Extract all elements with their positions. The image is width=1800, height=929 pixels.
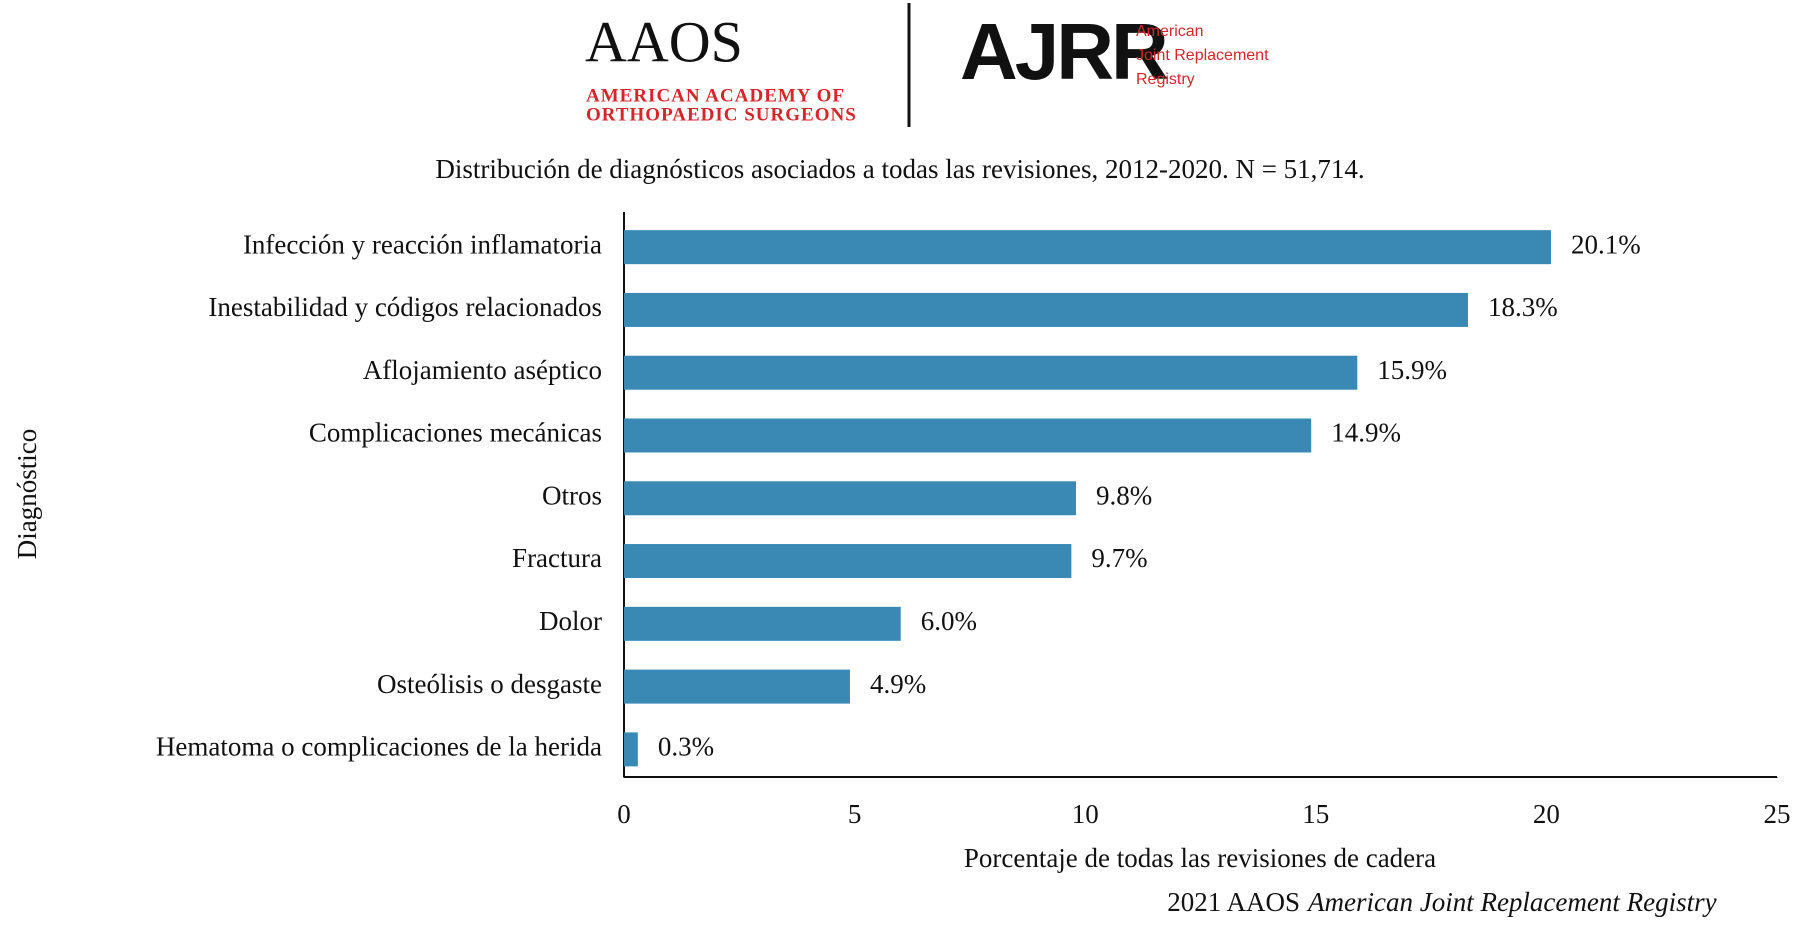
logo-ajrr: AJRR: [960, 7, 1168, 96]
bar: [624, 606, 901, 641]
y-tick-label: Otros: [542, 480, 602, 510]
value-label: 4.9%: [870, 669, 926, 699]
value-label: 18.3%: [1488, 292, 1558, 322]
logo-aaos: AAOS: [585, 9, 743, 74]
logo-ajrr-text: Registry: [1136, 71, 1195, 88]
bar: [624, 355, 1358, 390]
value-label: 9.8%: [1096, 480, 1152, 510]
logo-ajrr-text: Joint Replacement: [1136, 47, 1269, 64]
value-label: 0.3%: [658, 732, 714, 762]
x-tick-label: 10: [1072, 799, 1099, 829]
y-tick-label: Aflojamiento aséptico: [363, 355, 602, 385]
x-tick-label: 20: [1533, 799, 1560, 829]
y-tick-label: Complicaciones mecánicas: [309, 418, 602, 448]
x-tick-label: 15: [1302, 799, 1329, 829]
logo-aaos-text: AMERICAN ACADEMY OF: [586, 85, 845, 106]
y-axis-label: Diagnóstico: [12, 429, 42, 559]
x-axis-label: Porcentaje de todas las revisiones de ca…: [964, 843, 1436, 873]
value-label: 14.9%: [1331, 418, 1401, 448]
y-tick-label: Infección y reacción inflamatoria: [243, 229, 602, 259]
x-tick-label: 5: [848, 799, 862, 829]
bar: [624, 544, 1072, 579]
bar: [624, 230, 1552, 265]
value-label: 20.1%: [1571, 229, 1641, 259]
y-tick-label: Dolor: [539, 606, 602, 636]
y-tick-label: Inestabilidad y códigos relacionados: [208, 292, 602, 322]
y-tick-label: Hematoma o complicaciones de la herida: [156, 732, 602, 762]
bar: [624, 292, 1468, 327]
bar: [624, 732, 638, 767]
y-tick-label: Osteólisis o desgaste: [377, 669, 602, 699]
value-label: 6.0%: [921, 606, 977, 636]
footer-source: 2021 AAOS: [1167, 887, 1300, 917]
bar: [624, 418, 1312, 453]
x-tick-label: 0: [617, 799, 631, 829]
value-label: 9.7%: [1091, 543, 1147, 573]
bar: [624, 669, 850, 704]
x-tick-label: 25: [1764, 799, 1791, 829]
logo-aaos-text: ORTHOPAEDIC SURGEONS: [586, 104, 857, 125]
bar: [624, 481, 1076, 516]
value-label: 15.9%: [1377, 355, 1447, 385]
y-tick-label: Fractura: [512, 543, 602, 573]
chart-title: Distribución de diagnósticos asociados a…: [435, 154, 1364, 184]
logo-ajrr-text: American: [1136, 23, 1204, 40]
footer-registry: American Joint Replacement Registry: [1306, 887, 1717, 917]
